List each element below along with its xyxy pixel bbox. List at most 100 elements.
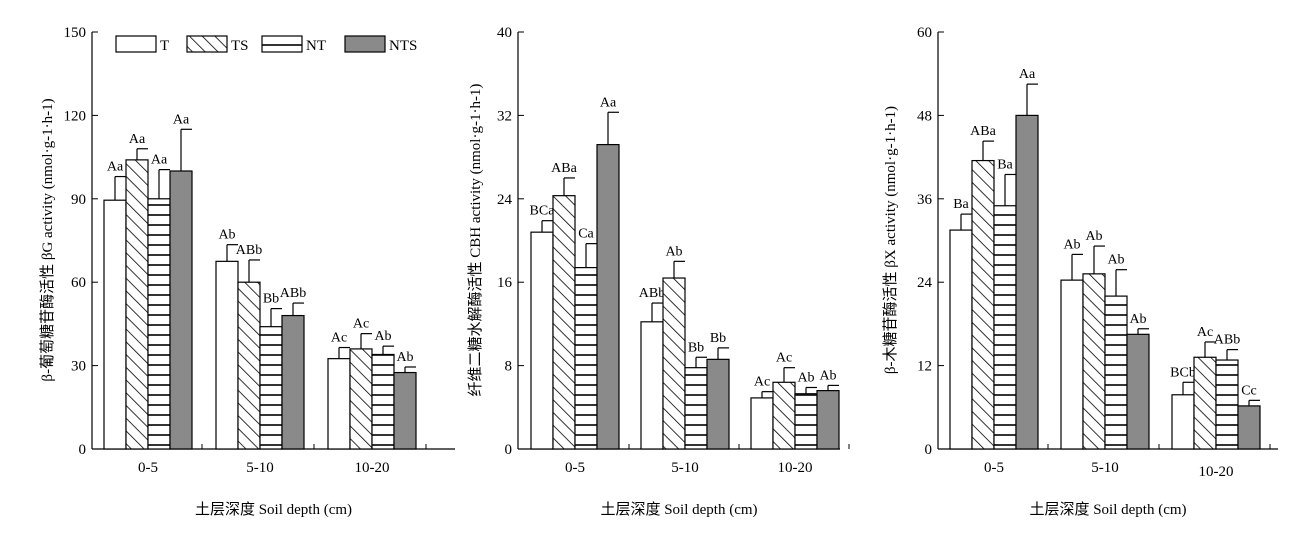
data-label: Bb <box>710 331 726 346</box>
bar-NT <box>371 353 395 450</box>
y-tick-label: 48 <box>917 108 932 124</box>
x-tick-label: 5-10 <box>671 460 699 476</box>
bar-NTS <box>1126 333 1150 450</box>
bar-T <box>530 231 554 450</box>
y-tick-label: 120 <box>64 108 87 124</box>
y-tick-label: 30 <box>71 359 86 375</box>
bar-TS <box>125 159 149 450</box>
bar-NTS <box>281 314 305 450</box>
bar-TS <box>772 381 796 450</box>
bar-NT <box>993 205 1017 450</box>
data-label: Ab <box>665 244 682 259</box>
x-tick-label: 10-20 <box>1199 464 1234 480</box>
x-tick-label: 10-20 <box>778 460 813 476</box>
data-label: Ab <box>1129 312 1146 327</box>
data-label: Aa <box>107 160 124 175</box>
data-label: Aa <box>173 112 190 127</box>
data-label: ABb <box>1214 333 1240 348</box>
y-tick-label: 40 <box>497 25 512 41</box>
bar-NT <box>1104 295 1128 450</box>
data-label: Aa <box>600 95 617 110</box>
bar-NTS <box>169 170 193 450</box>
legend-label: T <box>160 38 169 54</box>
bar-T <box>1171 394 1195 450</box>
y-tick-label: 12 <box>917 359 932 375</box>
chart-panel-middle: 0 8 16 24 32 40 纤维二糖水解酶活性 CBH activity (nmol·g… <box>467 25 850 518</box>
y-axis-label: β-葡萄糖苷酶活性 βG activity (nmol·g-1·h-1) <box>39 98 56 381</box>
data-label: ABb <box>639 286 665 301</box>
x-tick-label: 0-5 <box>565 460 585 476</box>
y-tick-label: 90 <box>71 192 86 208</box>
bar-TS <box>237 281 261 450</box>
data-label: ABa <box>970 124 996 139</box>
y-tick-label: 60 <box>71 275 86 291</box>
bar-T <box>215 260 239 450</box>
data-label: Ba <box>953 197 969 212</box>
bar-NTS <box>1015 114 1039 450</box>
data-label: Ab <box>1107 253 1124 268</box>
y-tick-label: 24 <box>917 275 933 291</box>
y-tick-label: 36 <box>917 192 933 208</box>
bar-T <box>640 321 664 450</box>
bar-T <box>750 397 774 450</box>
data-label: ABb <box>236 243 262 258</box>
bar-T <box>327 358 351 450</box>
data-label: Ba <box>997 157 1013 172</box>
y-tick-label: 16 <box>497 275 513 291</box>
bar-TS <box>971 159 995 450</box>
data-label: BCb <box>1170 365 1196 380</box>
legend-swatch-TS <box>186 35 228 53</box>
bar-TS <box>552 195 576 450</box>
y-tick-label: 0 <box>925 442 933 458</box>
data-label: Cc <box>1241 383 1257 398</box>
legend-swatch-NTS <box>344 35 386 53</box>
bar-NT <box>574 267 598 450</box>
data-label: Ab <box>374 329 391 344</box>
y-tick-label: 0 <box>505 442 513 458</box>
bar-NT <box>259 326 283 450</box>
data-label: Ac <box>754 375 770 390</box>
x-tick-label: 5-10 <box>1091 460 1119 476</box>
y-tick-label: 0 <box>79 442 87 458</box>
data-label: Ab <box>218 228 235 243</box>
y-axis-label: 纤维二糖水解酶活性 CBH activity (nmol·g-1·h-1) <box>467 84 484 397</box>
chart-panel-right: 0 12 24 36 48 60 β-木糖苷酶活性 βX activity (nmol·g-… <box>882 25 1278 518</box>
y-tick-label: 8 <box>505 359 513 375</box>
x-tick-label: 0-5 <box>984 460 1004 476</box>
x-axis-label: 土层深度 Soil depth (cm) <box>1029 501 1186 518</box>
data-label: Ac <box>353 317 369 332</box>
legend-swatch-T <box>115 35 157 53</box>
x-tick-label: 5-10 <box>246 460 274 476</box>
bar-TS <box>1193 356 1217 450</box>
legend-label: NTS <box>389 38 417 54</box>
data-label: Ab <box>1085 229 1102 244</box>
x-tick-label: 10-20 <box>355 460 390 476</box>
bar-NT <box>794 393 818 450</box>
y-tick-label: 150 <box>64 25 87 41</box>
data-label: Ab <box>797 370 814 385</box>
y-tick-label: 24 <box>497 192 513 208</box>
x-tick-label: 0-5 <box>138 460 158 476</box>
bar-T <box>949 229 973 450</box>
bar-NTS <box>393 371 417 450</box>
bar-T <box>103 199 127 450</box>
data-label: Ac <box>331 331 347 346</box>
x-axis-label: 土层深度 Soil depth (cm) <box>600 501 757 518</box>
data-label: Aa <box>1019 67 1036 82</box>
bar-NT <box>684 367 708 450</box>
bar-NTS <box>596 143 620 450</box>
legend: T TS NT NTS <box>115 35 417 54</box>
data-label: Bb <box>688 340 704 355</box>
bar-NT <box>1215 359 1239 450</box>
data-label: Aa <box>151 153 168 168</box>
legend-label: TS <box>231 38 249 54</box>
bar-NTS <box>816 390 840 450</box>
data-label: Bb <box>263 292 279 307</box>
y-tick-label: 60 <box>917 25 932 41</box>
data-label: Ab <box>396 350 413 365</box>
bar-NT <box>147 198 171 450</box>
data-label: Aa <box>129 132 146 147</box>
y-tick-label: 32 <box>497 108 512 124</box>
legend-swatch-NT <box>261 35 303 53</box>
